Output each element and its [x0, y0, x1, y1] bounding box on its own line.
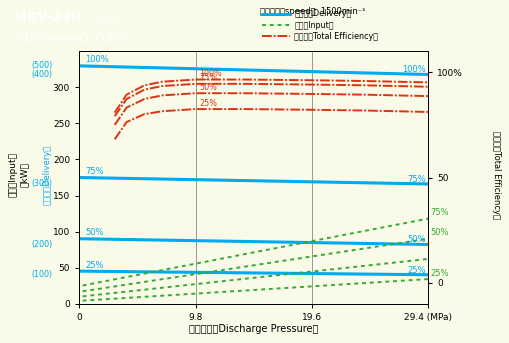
Text: 25%: 25% [430, 269, 448, 277]
Text: 吐出量（Delivery）: 吐出量（Delivery） [43, 145, 52, 205]
Text: 25%: 25% [199, 99, 217, 108]
Text: (PERFORMANCE CURVE): (PERFORMANCE CURVE) [14, 34, 132, 44]
Text: 100%: 100% [402, 66, 425, 74]
Text: 50%: 50% [407, 236, 425, 245]
Text: 75%: 75% [85, 167, 103, 176]
Text: 50%: 50% [85, 228, 103, 237]
Text: (400): (400) [32, 70, 53, 79]
Text: 75%: 75% [199, 73, 217, 82]
Text: 75%: 75% [430, 208, 448, 217]
Text: (500): (500) [32, 61, 53, 70]
Text: MKV-33H  性能線図: MKV-33H 性能線図 [14, 11, 123, 24]
Text: 50%: 50% [199, 83, 216, 92]
Text: （kW）: （kW） [20, 163, 29, 187]
X-axis label: 吐出圧力（Discharge Pressure）: 吐出圧力（Discharge Pressure） [189, 324, 318, 334]
Text: 25%: 25% [85, 261, 103, 270]
Text: 入力（Input）: 入力（Input） [8, 152, 17, 198]
Text: (300): (300) [32, 179, 53, 189]
Text: 回転速度（speed）  1500min⁻¹: 回転速度（speed） 1500min⁻¹ [260, 7, 365, 16]
Text: (200): (200) [32, 240, 53, 249]
Text: (100): (100) [32, 270, 53, 279]
Legend: 吐出量（Delivery）, 入力（Input）, 全効率（Total Efficiency）: 吐出量（Delivery）, 入力（Input）, 全効率（Total Effi… [259, 6, 381, 45]
Text: 100%: 100% [85, 56, 108, 64]
Text: 全効率（Total Efficiency）: 全効率（Total Efficiency） [491, 131, 500, 219]
Text: 25%: 25% [407, 266, 425, 275]
Text: 50%: 50% [430, 228, 448, 237]
Text: 100%: 100% [199, 69, 221, 78]
Text: 75%: 75% [407, 175, 425, 184]
